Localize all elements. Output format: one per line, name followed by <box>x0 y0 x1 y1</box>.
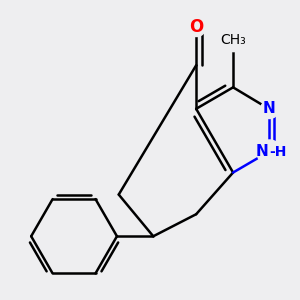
Text: -H: -H <box>269 145 286 159</box>
Text: N: N <box>262 101 275 116</box>
Text: CH₃: CH₃ <box>220 33 246 47</box>
Text: O: O <box>189 18 203 36</box>
Text: N: N <box>256 144 269 159</box>
